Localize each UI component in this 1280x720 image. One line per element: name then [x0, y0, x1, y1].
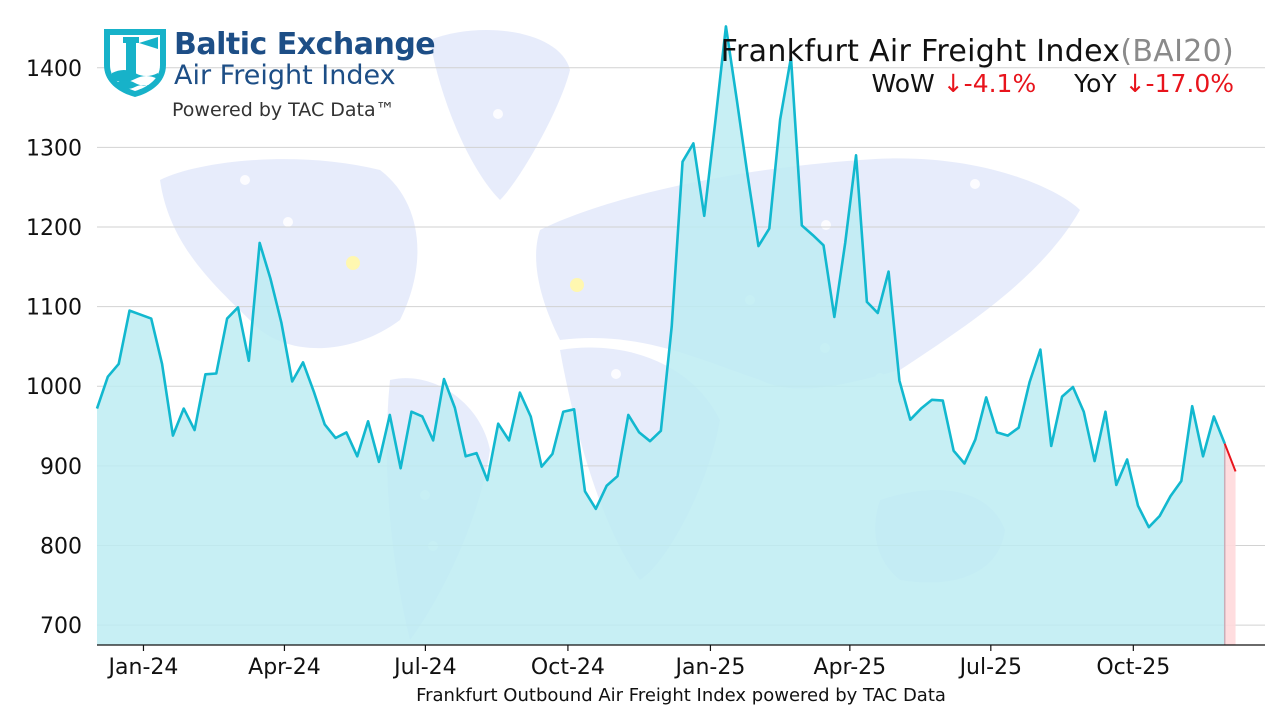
x-tick-label: Jul-24 — [392, 655, 456, 680]
logo: Baltic Exchange Air Freight Index Powere… — [100, 27, 436, 121]
map-continent — [160, 159, 418, 349]
x-tick-label: Jul-25 — [958, 655, 1022, 680]
map-highlight-node — [570, 278, 584, 292]
index-code: (BAI20) — [1120, 34, 1234, 69]
x-axis-label: Frankfurt Outbound Air Freight Index pow… — [416, 685, 946, 706]
map-node — [821, 220, 831, 230]
y-tick-label: 1100 — [26, 296, 82, 321]
yoy-label: YoY — [1074, 69, 1117, 98]
area-fill — [97, 26, 1225, 645]
lighthouse-shield-icon — [104, 29, 166, 97]
map-highlight-node — [346, 256, 360, 270]
wow-value: ↓-4.1% — [942, 69, 1037, 98]
x-tick-label: Jan-24 — [107, 655, 179, 680]
map-node — [283, 217, 293, 227]
latest-change-fill — [1224, 443, 1236, 645]
chart-header: Frankfurt Air Freight Index(BAI20) WoW ↓… — [721, 34, 1234, 98]
map-node — [240, 175, 250, 185]
y-tick-label: 1200 — [26, 216, 82, 241]
index-name: Frankfurt Air Freight Index — [720, 34, 1121, 69]
y-tick-label: 1000 — [26, 375, 82, 400]
x-tick-label: Oct-25 — [1096, 655, 1170, 680]
map-node — [611, 369, 621, 379]
index-series — [95, 25, 1237, 645]
change-metrics: WoW ↓-4.1% YoY ↓-17.0% — [721, 69, 1235, 98]
chart-title: Frankfurt Air Freight Index(BAI20) — [721, 34, 1234, 69]
logo-powered-by: Powered by TAC Data™ — [172, 99, 395, 121]
x-tick-label: Apr-24 — [248, 655, 321, 680]
x-tick-label: Jan-25 — [674, 655, 746, 680]
y-tick-label: 1400 — [26, 57, 82, 82]
y-tick-label: 700 — [40, 614, 82, 639]
wow-label: WoW — [871, 69, 935, 98]
logo-title: Baltic Exchange — [174, 27, 436, 62]
yoy-value: ↓-17.0% — [1124, 69, 1234, 98]
x-tick-label: Oct-24 — [531, 655, 605, 680]
y-tick-label: 900 — [40, 455, 82, 480]
map-node — [493, 109, 503, 119]
y-tick-label: 800 — [40, 534, 82, 559]
latest-change-segment — [1223, 443, 1237, 472]
x-tick-label: Apr-25 — [814, 655, 887, 680]
logo-subtitle: Air Freight Index — [174, 60, 396, 91]
y-tick-label: 1300 — [26, 136, 82, 161]
series-line — [95, 25, 1226, 529]
map-node — [970, 179, 980, 189]
axes: 700 800 900 1000 1100 1200 1300 1400 Jan-24 Apr-2… — [26, 57, 1265, 680]
